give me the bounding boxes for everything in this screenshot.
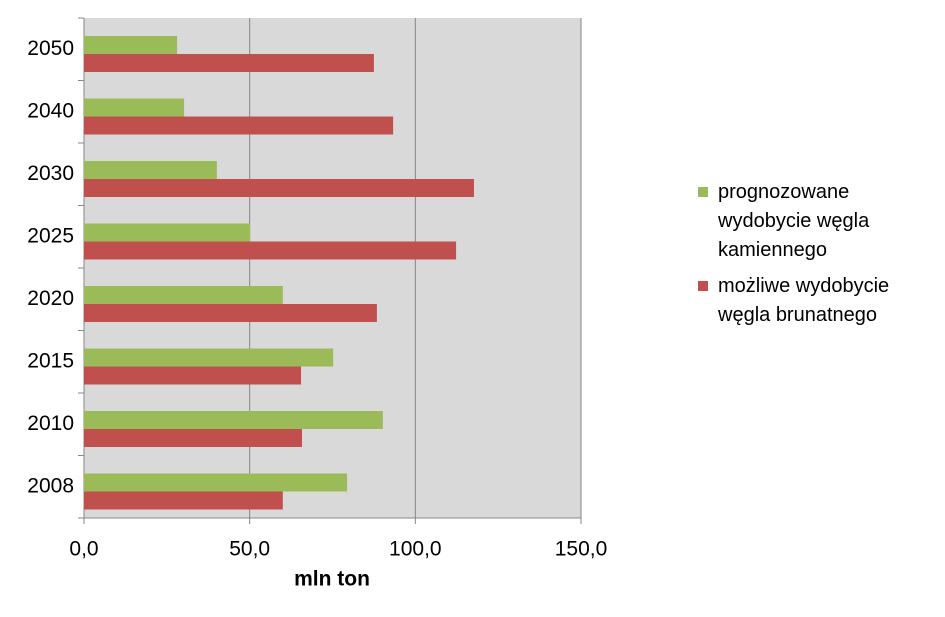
legend-item: możliwe wydobycie węgla brunatnego <box>698 272 913 330</box>
bar <box>84 98 185 117</box>
bar <box>84 116 394 135</box>
bar <box>84 161 217 179</box>
legend-swatch <box>698 187 708 197</box>
legend-swatch <box>698 281 708 291</box>
y-tick-label: 2010 <box>27 412 74 435</box>
bar <box>84 411 383 429</box>
bar <box>84 366 302 385</box>
legend-label: możliwe wydobycie węgla brunatnego <box>718 275 890 326</box>
y-tick-label: 2030 <box>27 162 74 185</box>
bar <box>84 223 250 242</box>
y-tick-label: 2015 <box>27 349 74 372</box>
bar <box>84 348 334 367</box>
x-axis-title: mln ton <box>294 568 370 591</box>
y-tick-label: 2025 <box>27 224 74 247</box>
legend-label: prognozowane wydobycie węgla kamiennego <box>718 181 870 261</box>
y-tick-label: 2050 <box>27 37 74 60</box>
bar <box>84 36 178 54</box>
y-tick-label: 2020 <box>27 287 74 310</box>
bar <box>84 304 377 322</box>
bar <box>84 241 457 260</box>
y-tick-label: 2008 <box>27 474 74 497</box>
x-tick-label: 100,0 <box>389 538 442 561</box>
bar <box>84 473 348 492</box>
x-tick-label: 150,0 <box>555 538 608 561</box>
legend-item: prognozowane wydobycie węgla kamiennego <box>698 178 913 265</box>
x-tick-label: 50,0 <box>229 538 270 561</box>
bar <box>84 491 283 510</box>
x-tick-label: 0,0 <box>69 538 98 561</box>
bar <box>84 179 474 197</box>
bar <box>84 286 283 304</box>
legend: prognozowane wydobycie węgla kamiennego m… <box>698 178 913 337</box>
y-tick-label: 2040 <box>27 99 74 122</box>
bar <box>84 54 374 72</box>
bar <box>84 429 303 447</box>
